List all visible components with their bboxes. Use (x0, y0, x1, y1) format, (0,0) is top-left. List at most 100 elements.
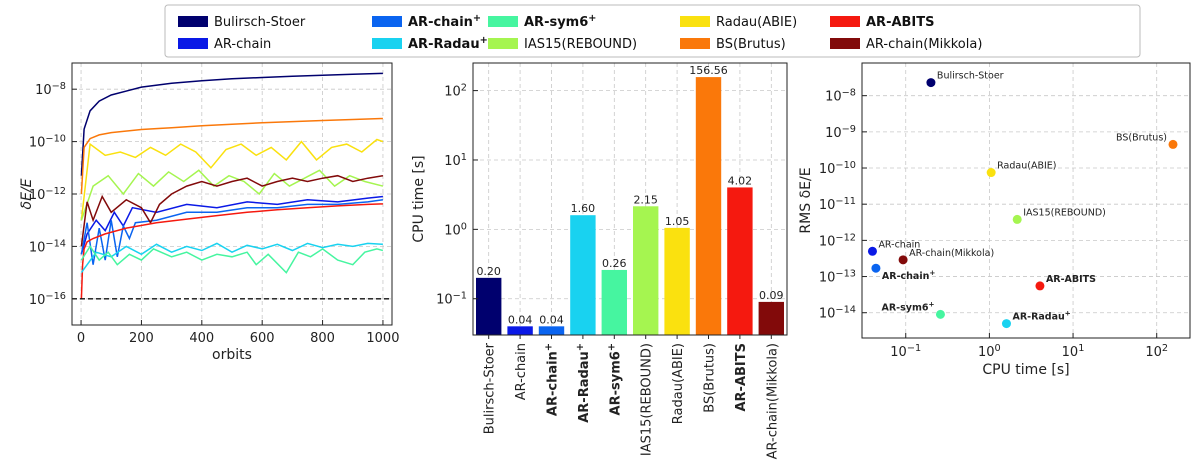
series-line-ar-chain-plus (80, 199, 384, 265)
y-tick-label: 10−13 (819, 268, 856, 286)
bar-value-label: 1.05 (665, 215, 690, 228)
legend-swatch-ar-chain (178, 38, 208, 49)
legend-label-ar-chain-plus: AR-chain+ (408, 13, 481, 31)
point-label-ar-chain: AR-chain (878, 239, 920, 250)
y-tick-label: 10−16 (29, 290, 66, 308)
x-tick-label-ias15-rebound: IAS15(REBOUND) (640, 343, 655, 456)
legend-label-bs-brutus: BS(Brutus) (716, 37, 786, 52)
legend-frame (164, 4, 1141, 58)
x-tick-label: 10−1 (890, 343, 921, 361)
y-tick-label: 10−14 (819, 304, 856, 322)
x-tick-label: 101 (1062, 343, 1085, 361)
bar-ar-abits (727, 187, 753, 335)
series-line-ias15-rebound (80, 169, 384, 221)
y-tick-label: 10−12 (819, 232, 856, 250)
y-tick-label: 10−11 (819, 196, 856, 214)
bar-value-label: 1.60 (571, 202, 596, 215)
y-tick-label: 10−10 (29, 133, 66, 151)
x-tick-label-ar-chain-mikkola: AR-chain(Mikkola) (765, 343, 780, 459)
series-line-ar-radau-plus (80, 242, 383, 274)
series-line-ar-sym6-plus (80, 245, 384, 274)
series-line-ar-abits (80, 203, 383, 299)
point-ar-radau-plus (1001, 319, 1011, 329)
y-tick-label: 10−14 (29, 238, 66, 256)
y-tick-label: 101 (444, 151, 467, 169)
x-tick-label: 800 (310, 331, 335, 346)
point-ar-sym6-plus (935, 309, 945, 319)
point-label-ar-radau-plus: AR-Radau+ (1012, 308, 1070, 323)
point-label-ias15-rebound: IAS15(REBOUND) (1023, 207, 1106, 218)
y-tick-label: 102 (444, 82, 467, 100)
legend-swatch-bs-brutus (680, 38, 710, 49)
x-tick-label-bs-brutus: BS(Brutus) (703, 343, 718, 413)
point-label-ar-sym6-plus: AR-sym6+ (882, 299, 935, 314)
x-tick-label-ar-abits: AR-ABITS (734, 343, 749, 412)
legend-swatch-radau-abie (680, 16, 710, 27)
bar-value-label: 0.04 (508, 313, 533, 326)
bar-ias15-rebound (633, 206, 659, 335)
bar-radau-abie (664, 227, 690, 335)
legend-swatch-ias15-rebound (488, 38, 518, 49)
point-bs-brutus (1168, 139, 1178, 149)
x-tick-label: 100 (978, 343, 1001, 361)
point-ar-abits (1035, 281, 1045, 291)
legend-label-radau-abie: Radau(ABIE) (716, 15, 797, 30)
bar-ar-sym6-plus (601, 269, 627, 335)
bar-value-label: 0.26 (602, 257, 627, 270)
y-tick-label: 10−8 (825, 87, 856, 105)
legend-swatch-ar-chain-plus (372, 16, 402, 27)
y-axis-label: CPU time [s] (411, 155, 427, 242)
legend-label-ar-radau-plus: AR-Radau+ (408, 35, 488, 53)
legend: Bulirsch-Stoer AR-chain AR-chain+ AR-Radau+… (164, 4, 1141, 58)
bar-value-label: 156.56 (689, 64, 728, 77)
bar-value-label: 4.02 (728, 174, 753, 187)
x-axis-label: orbits (212, 347, 252, 363)
energy-error-vs-orbits-chart: 0 200 400 600 800 1000 10−16 10−14 10−12 10−10 10−… (19, 62, 399, 363)
legend-swatch-bulirsch-stoer (178, 16, 208, 27)
series-line-ar-chain (80, 195, 383, 255)
point-label-ar-abits: AR-ABITS (1046, 274, 1096, 285)
bar-ar-radau-plus (570, 215, 596, 335)
bar-ar-chain (507, 326, 533, 335)
plot-frame (861, 62, 1191, 339)
bar-value-label: 0.09 (759, 289, 784, 302)
x-tick-label-ar-radau-plus: AR-Radau+ (574, 343, 592, 423)
point-radau-abie (986, 168, 996, 178)
x-tick-label-ar-chain-plus: AR-chain+ (543, 343, 561, 416)
series-line-ar-chain-mikkola (80, 174, 384, 247)
bar-value-label: 0.20 (476, 265, 501, 278)
y-tick-label: 10−9 (825, 123, 856, 141)
y-axis-label: RMS δE/E (798, 167, 814, 233)
point-label-bulirsch-stoer: Bulirsch-Stoer (937, 71, 1004, 82)
legend-swatch-ar-sym6-plus (488, 16, 518, 27)
x-tick-label: 400 (189, 331, 214, 346)
x-tick-label-ar-sym6-plus: AR-sym6+ (606, 343, 624, 415)
series-line-radau-abie (80, 138, 384, 221)
y-tick-label: 10−8 (35, 81, 66, 99)
x-tick-label-ar-chain: AR-chain (514, 343, 529, 400)
bar-bulirsch-stoer (476, 277, 502, 335)
cpu-time-bar-chart: 0.20 Bulirsch-Stoer 0.04 AR-chain 0.04 AR-cha… (411, 62, 788, 459)
legend-label-ar-chain-mikkola: AR-chain(Mikkola) (866, 37, 982, 52)
bar-ar-chain-plus (538, 326, 565, 335)
y-tick-label: 10−1 (436, 290, 467, 308)
x-tick-label-radau-abie: Radau(ABIE) (671, 343, 686, 424)
bar-value-label: 0.04 (539, 313, 564, 326)
point-label-ar-chain-mikkola: AR-chain(Mikkola) (909, 248, 994, 259)
x-tick-label: 600 (250, 331, 275, 346)
rms-error-vs-cpu-time-scatter: Bulirsch-Stoer AR-chain AR-chain+ AR-chain(… (798, 62, 1191, 378)
x-tick-label: 0 (77, 331, 85, 346)
x-tick-label: 102 (1145, 343, 1168, 361)
legend-swatch-ar-chain-mikkola (830, 38, 860, 49)
point-bulirsch-stoer (926, 78, 936, 88)
legend-swatch-ar-radau-plus (372, 38, 402, 49)
y-tick-label: 10−12 (29, 186, 66, 204)
bar-value-label: 2.15 (633, 193, 658, 206)
point-label-ar-chain-plus: AR-chain+ (882, 268, 935, 283)
x-tick-label: 200 (129, 331, 154, 346)
legend-label-ar-abits: AR-ABITS (866, 15, 935, 30)
legend-label-ias15-rebound: IAS15(REBOUND) (524, 37, 637, 52)
legend-label-ar-chain: AR-chain (214, 37, 271, 52)
plot-frame (472, 62, 788, 336)
